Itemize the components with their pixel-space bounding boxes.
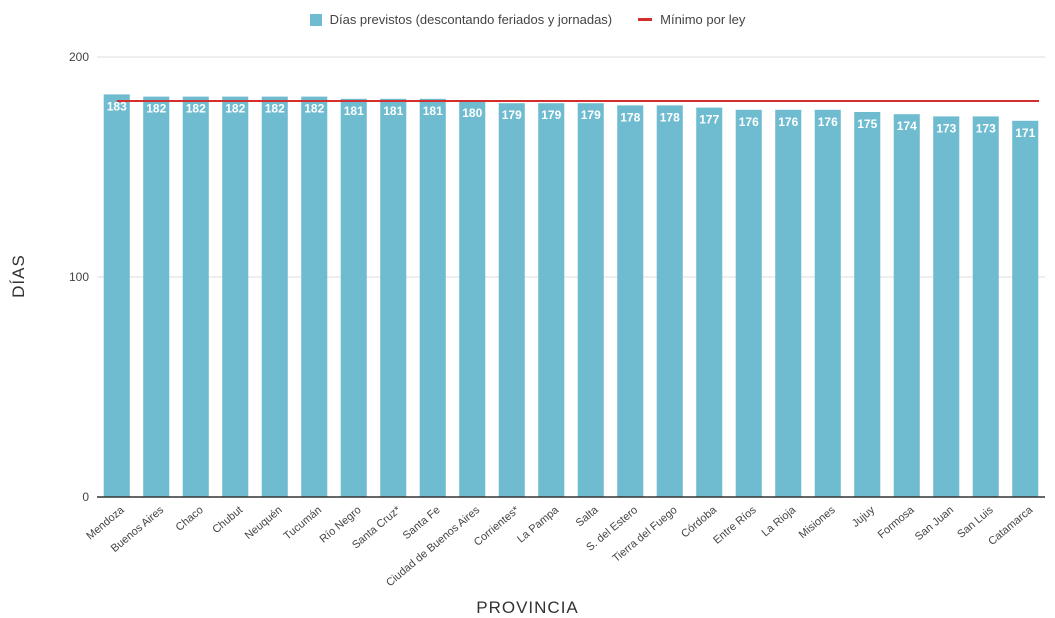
x-tick-label-4: Neuquén — [243, 504, 285, 542]
x-tick-label-20: Formosa — [876, 504, 918, 542]
bar-label-3: 182 — [225, 102, 245, 116]
bar-23 — [1012, 120, 1039, 498]
x-axis-title: PROVINCIA — [476, 598, 579, 617]
bar-label-5: 182 — [304, 102, 324, 116]
bar-label-23: 171 — [1015, 126, 1035, 140]
x-tick-label-18: Misiones — [797, 504, 838, 541]
bar-21 — [933, 116, 960, 498]
x-tick-label-17: La Rioja — [760, 504, 799, 540]
bar-13 — [617, 105, 644, 498]
bar-6 — [340, 98, 367, 498]
x-tick-label-23: Catamarca — [986, 504, 1036, 548]
x-tick-label-2: Chaco — [174, 504, 206, 534]
bar-label-4: 182 — [265, 102, 285, 116]
x-tick-label-11: La Pampa — [515, 504, 562, 546]
y-tick-label-200: 200 — [69, 50, 89, 64]
legend-item-line[interactable]: Mínimo por ley — [638, 12, 745, 27]
bar-label-13: 178 — [620, 110, 640, 124]
bar-14 — [656, 105, 683, 498]
bar-0 — [103, 94, 130, 498]
bar-18 — [814, 109, 841, 498]
bar-label-7: 181 — [383, 104, 403, 118]
bar-label-15: 177 — [699, 113, 719, 127]
bar-10 — [498, 103, 525, 497]
bar-label-0: 183 — [107, 99, 127, 113]
bar-label-14: 178 — [660, 110, 680, 124]
bar-22 — [972, 116, 999, 498]
legend-item-bars[interactable]: Días previstos (descontando feriados y j… — [309, 12, 613, 27]
bar-16 — [735, 109, 762, 498]
bar-label-17: 176 — [778, 115, 798, 129]
bar-7 — [380, 98, 407, 498]
y-tick-label-0: 0 — [82, 490, 89, 504]
bar-11 — [538, 103, 565, 497]
bar-label-21: 173 — [936, 121, 956, 135]
legend: Días previstos (descontando feriados y j… — [0, 12, 1055, 27]
bar-label-9: 180 — [462, 106, 482, 120]
y-tick-label-100: 100 — [69, 270, 89, 284]
bar-1 — [143, 96, 170, 497]
bar-label-20: 174 — [897, 119, 917, 133]
bar-label-6: 181 — [344, 104, 364, 118]
x-tick-label-3: Chubut — [210, 504, 245, 536]
legend-label-bars: Días previstos (descontando feriados y j… — [329, 12, 613, 27]
bar-12 — [577, 103, 604, 497]
bar-15 — [696, 107, 723, 497]
bar-19 — [854, 112, 881, 497]
bar-label-2: 182 — [186, 102, 206, 116]
bar-20 — [893, 114, 920, 497]
bar-label-18: 176 — [818, 115, 838, 129]
bar-label-8: 181 — [423, 104, 443, 118]
bar-label-22: 173 — [976, 121, 996, 135]
bar-label-1: 182 — [146, 102, 166, 116]
x-tick-label-19: Jujuy — [850, 504, 878, 530]
bar-3 — [222, 96, 249, 497]
bar-5 — [301, 96, 328, 497]
bar-4 — [261, 96, 288, 497]
legend-swatch-bars — [309, 13, 322, 26]
bar-label-11: 179 — [541, 108, 561, 122]
bar-8 — [419, 98, 446, 498]
legend-label-line: Mínimo por ley — [660, 12, 746, 27]
bar-2 — [182, 96, 209, 497]
x-tick-label-21: San Juan — [913, 504, 956, 543]
bar-label-10: 179 — [502, 108, 522, 122]
bar-17 — [775, 109, 802, 498]
x-tick-label-12: Salta — [574, 504, 602, 530]
x-tick-label-16: Entre Ríos — [711, 504, 759, 547]
bar-label-19: 175 — [857, 117, 877, 131]
legend-swatch-line — [638, 18, 653, 21]
bar-label-12: 179 — [581, 108, 601, 122]
bar-9 — [459, 101, 486, 497]
bar-label-16: 176 — [739, 115, 759, 129]
